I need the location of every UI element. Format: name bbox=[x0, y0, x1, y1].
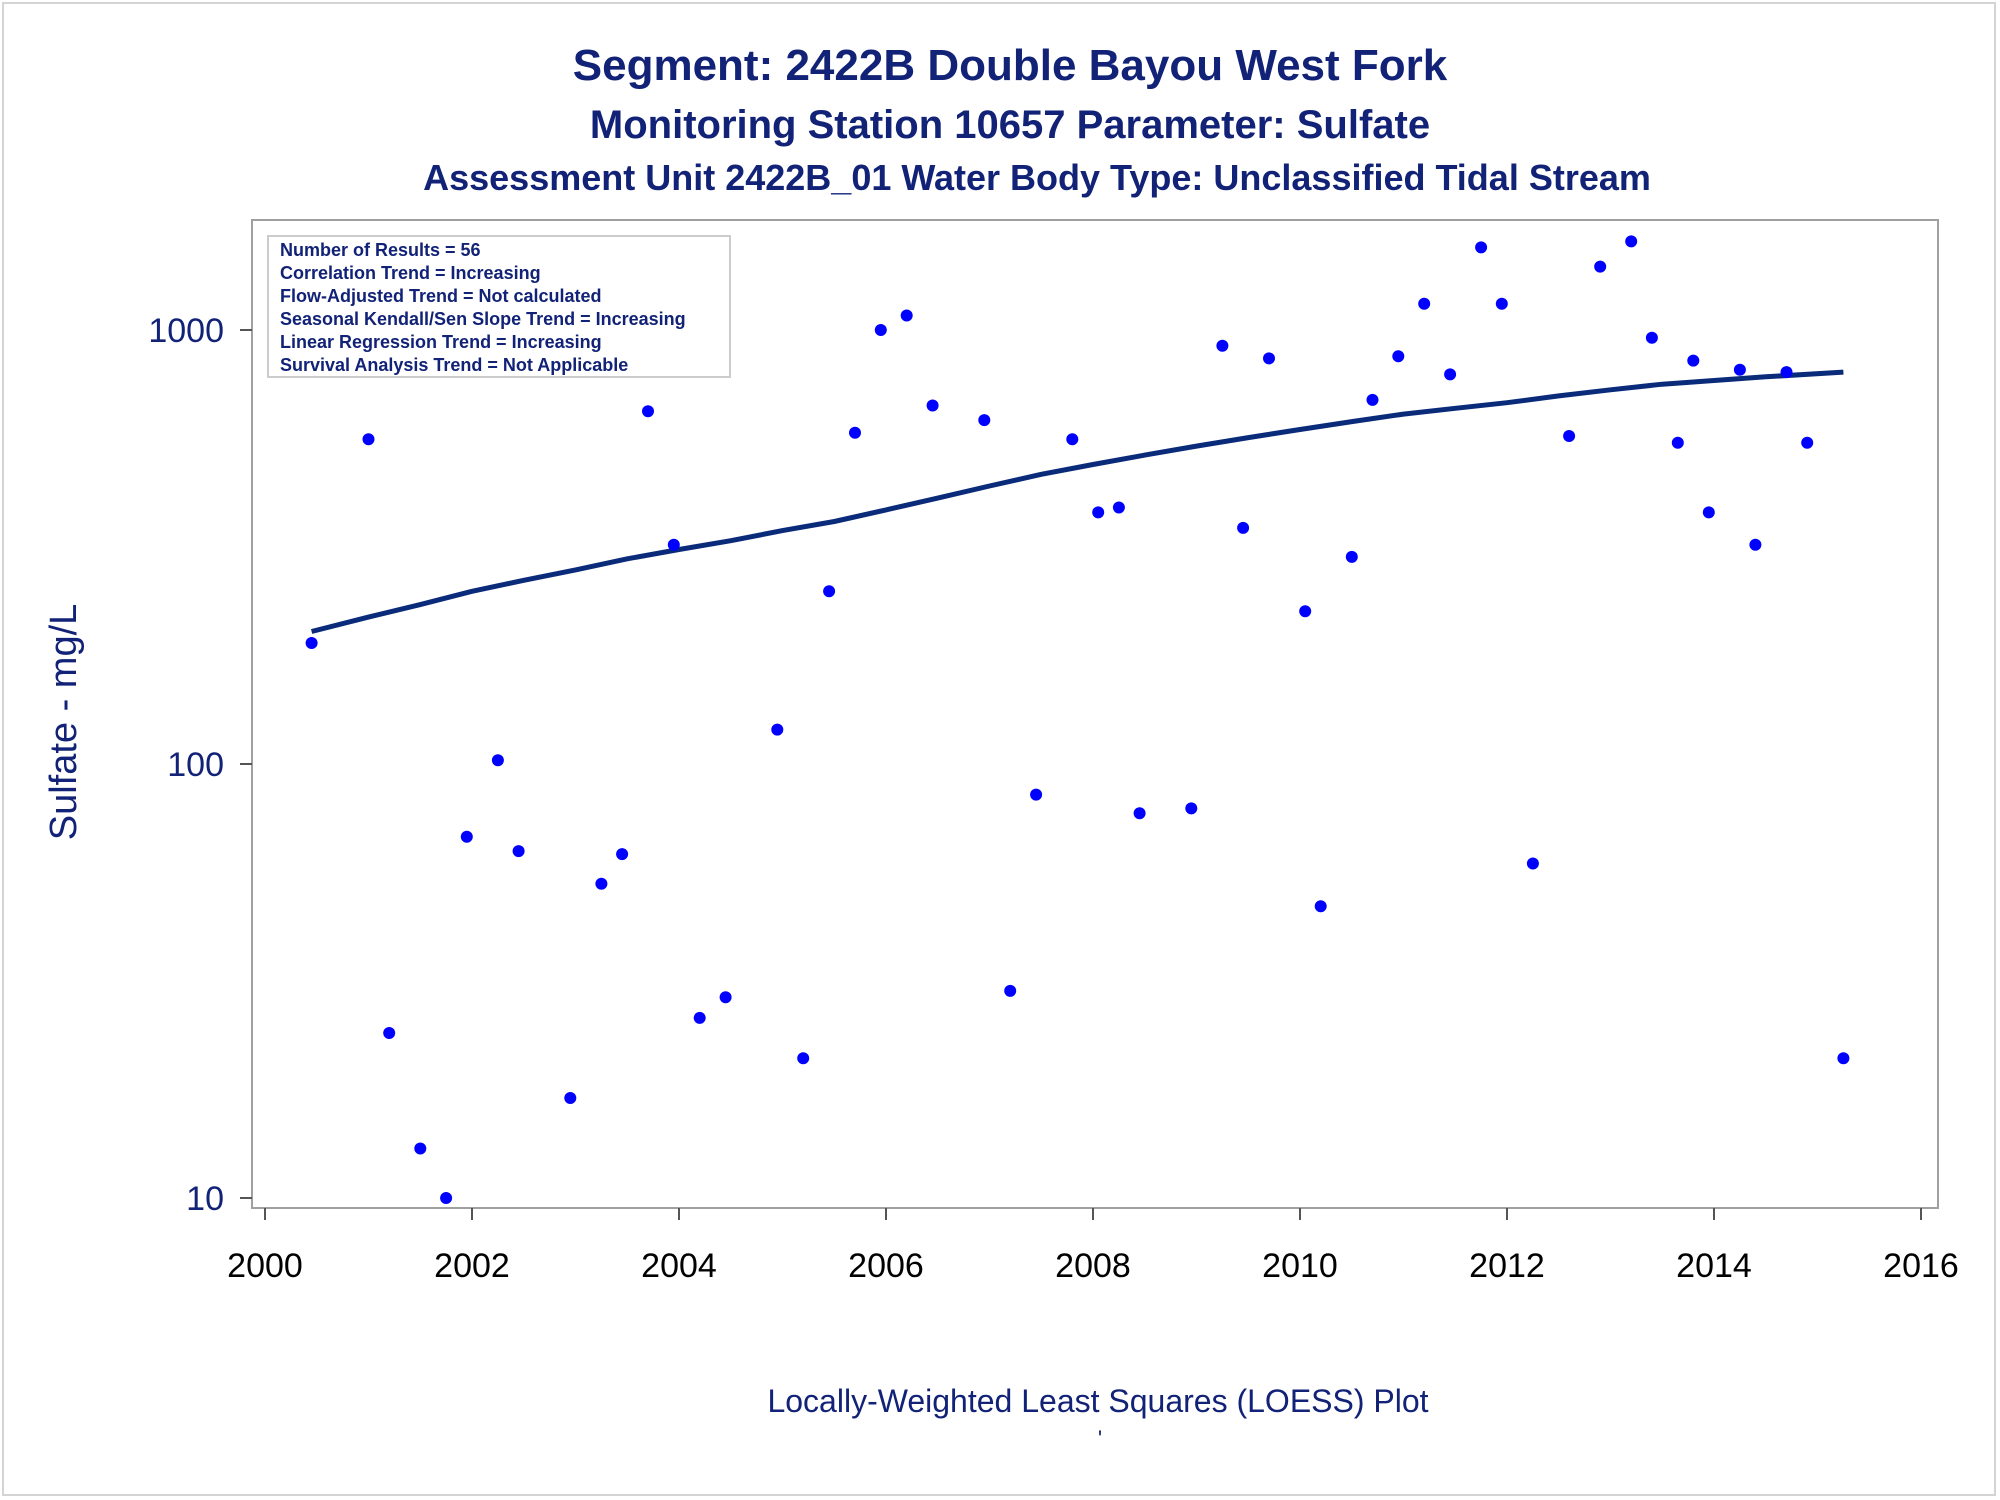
stats-legend-box bbox=[267, 235, 731, 378]
data-point bbox=[440, 1192, 453, 1204]
x-tick-label: 2010 bbox=[1262, 1247, 1338, 1285]
data-point bbox=[1392, 350, 1405, 363]
data-point bbox=[1780, 366, 1793, 379]
x-tick-label: 2004 bbox=[641, 1247, 717, 1285]
data-point bbox=[667, 538, 680, 551]
data-point bbox=[1066, 433, 1079, 446]
data-point bbox=[1749, 538, 1762, 551]
chart-subtitle-2: Assessment Unit 2422B_01 Water Body Type… bbox=[423, 157, 1651, 198]
data-point bbox=[414, 1142, 427, 1155]
data-point bbox=[491, 754, 504, 767]
data-point bbox=[1185, 802, 1198, 815]
data-point bbox=[1702, 506, 1715, 519]
data-point bbox=[1112, 501, 1125, 514]
data-point bbox=[1418, 297, 1431, 310]
y-axis: 10 100 1000 bbox=[148, 312, 252, 1218]
data-point bbox=[797, 1052, 810, 1065]
data-point bbox=[642, 405, 654, 418]
data-point bbox=[1092, 506, 1105, 519]
data-point bbox=[1030, 788, 1043, 801]
data-point bbox=[1314, 900, 1327, 913]
x-axis: 2000 2002 2004 2006 2008 2010 2012 2014 2016 bbox=[227, 1208, 1959, 1285]
data-point bbox=[1216, 339, 1229, 352]
data-point bbox=[1475, 241, 1488, 254]
legend-line-correlation: Correlation Trend = Increasing bbox=[280, 263, 541, 283]
data-point bbox=[1837, 1052, 1850, 1065]
x-tick-label: 2016 bbox=[1883, 1247, 1959, 1285]
x-tick-label: 2006 bbox=[848, 1247, 924, 1285]
data-point bbox=[362, 433, 375, 446]
data-point bbox=[823, 585, 836, 598]
data-point bbox=[1733, 363, 1746, 376]
data-point bbox=[1645, 331, 1658, 344]
data-point bbox=[849, 426, 861, 439]
data-point bbox=[1299, 605, 1312, 618]
data-point bbox=[1345, 550, 1358, 563]
legend-line-linear-regression: Linear Regression Trend = Increasing bbox=[280, 332, 602, 352]
data-point bbox=[460, 830, 473, 843]
data-point bbox=[595, 877, 608, 890]
data-point bbox=[616, 848, 629, 861]
data-point bbox=[1625, 235, 1638, 248]
y-tick-label: 100 bbox=[167, 746, 224, 784]
chart-subtitle: Monitoring Station 10657 Parameter: Sulf… bbox=[590, 103, 1430, 147]
data-point bbox=[874, 324, 887, 336]
legend-line-survival-analysis: Survival Analysis Trend = Not Applicable bbox=[280, 355, 628, 375]
data-point bbox=[771, 723, 784, 736]
data-point bbox=[900, 309, 913, 322]
chart-footnote: Locally-Weighted Least Squares (LOESS) P… bbox=[767, 1383, 1428, 1419]
loess-trend-line bbox=[310, 369, 1844, 634]
data-point bbox=[719, 991, 732, 1004]
plot-area bbox=[251, 219, 1939, 1209]
data-point bbox=[1263, 352, 1275, 365]
x-tick-label: 2014 bbox=[1676, 1247, 1752, 1285]
data-point bbox=[1563, 430, 1576, 442]
data-point bbox=[1526, 857, 1539, 870]
y-tick-label: 1000 bbox=[148, 312, 224, 350]
x-tick-label: 2000 bbox=[227, 1247, 303, 1285]
stats-legend: Number of Results = 56 Correlation Trend… bbox=[267, 235, 731, 378]
data-point bbox=[564, 1092, 577, 1104]
legend-line-results: Number of Results = 56 bbox=[280, 240, 481, 260]
points-layer bbox=[305, 235, 1850, 1204]
data-point bbox=[926, 399, 939, 412]
legend-line-seasonal-kendall: Seasonal Kendall/Sen Slope Trend = Incre… bbox=[280, 309, 686, 329]
data-point bbox=[1366, 393, 1379, 406]
data-point bbox=[1133, 807, 1146, 820]
data-point bbox=[1801, 436, 1814, 449]
data-point bbox=[1237, 521, 1250, 534]
data-point bbox=[1004, 984, 1017, 997]
data-point bbox=[978, 414, 991, 427]
data-point bbox=[1671, 436, 1684, 449]
data-point bbox=[512, 845, 525, 858]
data-point bbox=[1444, 368, 1457, 381]
x-tick-label: 2002 bbox=[434, 1247, 510, 1285]
chart-footnote-mark: ' bbox=[1098, 1426, 1102, 1451]
trend-layer bbox=[310, 369, 1844, 634]
data-point bbox=[1594, 260, 1607, 273]
data-point bbox=[383, 1027, 396, 1039]
data-point bbox=[305, 637, 318, 649]
x-tick-label: 2012 bbox=[1469, 1247, 1545, 1285]
data-point bbox=[1495, 297, 1508, 310]
chart-title: Segment: 2422B Double Bayou West Fork bbox=[573, 41, 1448, 90]
y-axis-label: Sulfate - mg/L bbox=[43, 604, 85, 841]
x-tick-label: 2008 bbox=[1055, 1247, 1131, 1285]
data-point bbox=[693, 1011, 706, 1024]
y-tick-label: 10 bbox=[186, 1180, 224, 1218]
data-point bbox=[1687, 354, 1700, 367]
legend-line-flow-adjusted: Flow-Adjusted Trend = Not calculated bbox=[280, 286, 602, 306]
